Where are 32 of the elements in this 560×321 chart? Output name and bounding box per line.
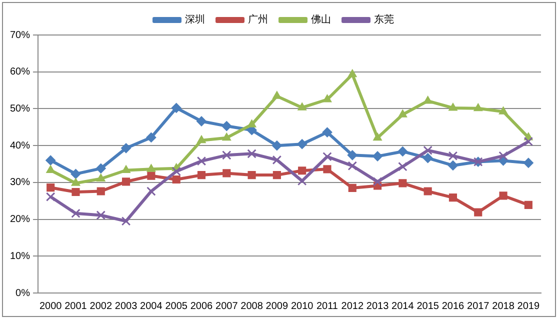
legend-label: 佛山	[311, 14, 331, 26]
x-tick-label: 2008	[240, 300, 264, 312]
y-tick-label: 10%	[10, 250, 30, 262]
y-tick-label: 50%	[10, 103, 30, 114]
x-tick-label: 2018	[492, 300, 515, 312]
legend-label: 广州	[248, 14, 268, 26]
y-tick-label: 30%	[10, 177, 30, 188]
x-tick-label: 2015	[416, 300, 440, 312]
y-tick-label: 0%	[16, 288, 30, 299]
x-tick-label: 2011	[316, 300, 338, 312]
x-tick-label: 2016	[442, 300, 465, 312]
x-tick-label: 2010	[290, 300, 314, 312]
y-tick-label: 20%	[10, 214, 30, 226]
x-tick-label: 2019	[517, 300, 540, 312]
x-tick-label: 2014	[392, 300, 414, 312]
y-tick-label: 40%	[10, 140, 30, 152]
legend-label: 东莞	[374, 14, 394, 26]
x-tick-label: 2005	[165, 300, 188, 312]
x-tick-label: 2003	[114, 300, 138, 312]
x-tick-label: 2012	[341, 300, 364, 312]
y-tick-label: 70%	[10, 30, 30, 41]
y-tick-label: 60%	[10, 66, 30, 78]
x-tick-label: 2002	[90, 300, 112, 312]
x-tick-label: 2004	[140, 300, 163, 312]
x-tick-label: 2001	[64, 300, 88, 312]
x-tick-label: 2009	[266, 300, 288, 312]
x-tick-label: 2007	[216, 300, 238, 312]
x-tick-label: 2000	[39, 300, 62, 312]
legend-label: 深圳	[185, 14, 205, 26]
x-tick-label: 2017	[467, 300, 490, 312]
x-tick-label: 2006	[190, 300, 214, 312]
x-tick-label: 2013	[366, 300, 390, 312]
